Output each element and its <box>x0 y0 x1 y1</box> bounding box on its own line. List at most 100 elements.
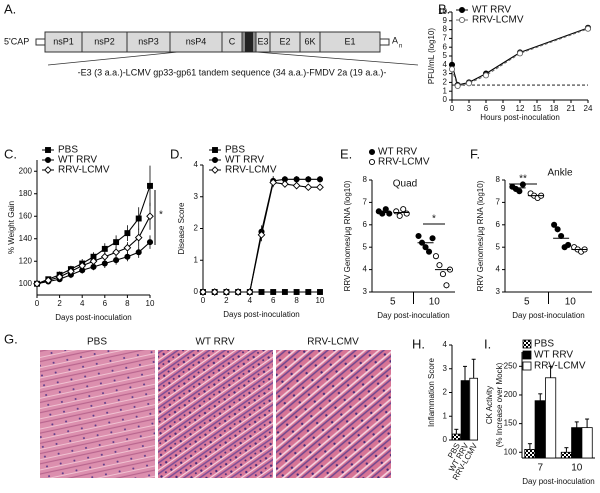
y-tick-label: 3 <box>496 287 501 296</box>
y-tick-label: 8 <box>443 25 448 34</box>
data-point <box>516 50 524 57</box>
legend-marker <box>44 156 52 164</box>
x-axis-label: Day post-inoculation <box>377 311 449 320</box>
y-tick-label: 6 <box>443 42 448 51</box>
x-tick-label: 6 <box>271 296 276 305</box>
data-point <box>386 210 393 217</box>
y-tick-label: 0 <box>194 287 199 296</box>
x-tick-label: 3 <box>467 104 472 113</box>
data-point <box>305 289 312 295</box>
x-tick-label: 6 <box>103 299 108 308</box>
legend-swatch <box>522 339 532 349</box>
x-tick-label: 5 <box>524 297 530 308</box>
data-point <box>519 181 526 188</box>
x-tick-label: 2 <box>57 299 62 308</box>
legend-marker <box>212 147 218 153</box>
data-point <box>44 276 53 285</box>
data-point <box>429 235 436 242</box>
legend-marker <box>368 158 376 166</box>
segment-label: 6K <box>304 36 315 46</box>
y-tick-label: 5 <box>363 242 368 251</box>
histology-label: WT RRV <box>195 337 234 348</box>
bar <box>560 451 572 459</box>
x-axis-label: Hours post-inoculation <box>480 113 560 122</box>
data-point <box>135 249 142 256</box>
x-tick-label: 7 <box>537 463 543 474</box>
subtitle: Ankle <box>547 168 572 179</box>
legend-label: WT RRV <box>534 350 573 361</box>
y-tick-label: 6 <box>496 220 501 229</box>
y-tick-label: 5 <box>443 51 448 60</box>
legend-label: PBS <box>225 145 245 156</box>
legend-label: WT RRV <box>472 5 511 16</box>
legend-label: RRV-LCMV <box>378 157 430 168</box>
y-tick-label: 1 <box>443 86 448 95</box>
y-axis-label: CK Activity <box>485 386 494 424</box>
data-point <box>124 253 131 260</box>
data-point <box>134 233 143 242</box>
histology-image <box>158 350 273 478</box>
y-tick-label: 150 <box>504 419 518 428</box>
y-tick-label: 8 <box>363 175 368 184</box>
data-point <box>400 206 407 213</box>
legend-marker <box>45 147 51 153</box>
legend-swatch <box>522 350 532 360</box>
data-point <box>439 271 447 278</box>
bar <box>571 427 583 459</box>
y-axis-label: % Weight Gain <box>7 201 16 254</box>
x-tick-label: 2 <box>224 296 229 305</box>
insert-core <box>245 32 253 52</box>
x-tick-label: 24 <box>584 104 593 113</box>
panel-label: C. <box>4 146 17 161</box>
data-point <box>199 288 207 296</box>
legend-marker <box>44 166 52 174</box>
x-tick-label: 8 <box>294 296 299 305</box>
data-point <box>147 182 153 189</box>
data-point <box>316 176 324 183</box>
data-point <box>124 230 131 237</box>
data-point <box>55 273 64 281</box>
data-point <box>379 210 386 217</box>
y-tick-label: 3 <box>443 69 448 78</box>
data-point <box>436 262 443 269</box>
data-point <box>422 244 429 251</box>
legend-marker <box>458 16 466 24</box>
bar <box>581 427 593 459</box>
data-point <box>257 231 266 239</box>
bar <box>545 377 557 459</box>
legend-swatch <box>522 361 532 371</box>
panel-label: H. <box>412 336 425 351</box>
x-tick-label: 0 <box>201 296 206 305</box>
x-tick-label: 8 <box>125 299 130 308</box>
y-tick-label: 2 <box>194 224 199 233</box>
segment-label: nsP1 <box>53 36 74 46</box>
data-point <box>123 243 132 252</box>
data-point <box>465 80 473 87</box>
data-point <box>113 239 120 246</box>
panel-label: G. <box>4 331 18 346</box>
segment-label: E2 <box>279 36 290 46</box>
y-axis-label: RRV Genomes/μg RNA (log10) <box>476 180 485 291</box>
data-point <box>245 288 254 296</box>
x-tick-label: 12 <box>516 104 525 113</box>
subtitle: Quad <box>393 179 417 190</box>
x-tick-label: 6 <box>484 104 489 113</box>
y-tick-label: 3 <box>363 287 368 296</box>
legend-label: PBS <box>58 145 78 156</box>
data-point <box>101 260 108 267</box>
segment-label: E3 <box>257 36 268 46</box>
y-tick-label: 4 <box>496 265 501 274</box>
data-point <box>293 289 300 295</box>
data-point <box>113 257 120 264</box>
series-line <box>451 27 589 86</box>
data-point <box>258 289 265 295</box>
y-axis-label: Inflammation Score <box>427 357 436 426</box>
y-tick-label: 1 <box>443 411 448 420</box>
panel-label: I. <box>484 336 491 351</box>
bar <box>452 433 461 441</box>
panel-label: E. <box>340 146 352 161</box>
data-point <box>269 178 278 187</box>
data-point <box>146 212 154 221</box>
legend-label: RRV-LCMV <box>472 15 524 26</box>
